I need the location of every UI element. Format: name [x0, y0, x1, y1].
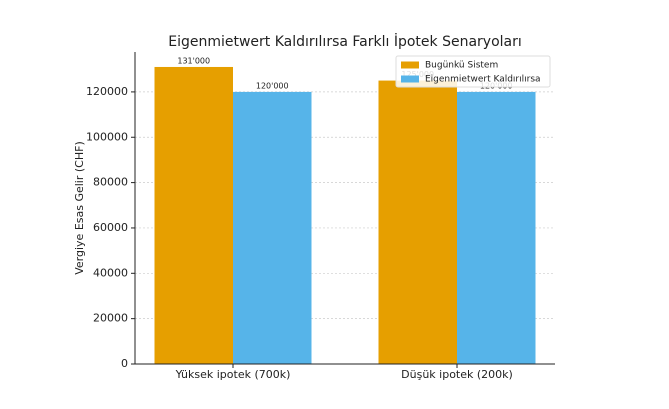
y-tick-label: 80000: [93, 176, 128, 189]
legend-label: Eigenmietwert Kaldırılırsa: [425, 75, 541, 85]
data-label: 131'000: [177, 56, 210, 65]
y-tick-label: 120000: [86, 85, 128, 98]
y-tick-label: 60000: [93, 221, 128, 234]
y-tick-label: 40000: [93, 266, 128, 279]
x-tick-label: Düşük ipotek (200k): [401, 368, 513, 381]
y-tick-label: 20000: [93, 312, 128, 325]
legend-swatch: [401, 75, 419, 83]
x-tick-label: Yüksek ipotek (700k): [175, 368, 291, 381]
y-axis-label: Vergiye Esas Gelir (CHF): [73, 141, 86, 275]
y-tick-label: 100000: [86, 130, 128, 143]
bar: [154, 66, 233, 364]
data-label: 120'000: [256, 81, 289, 90]
bar: [457, 91, 536, 364]
bar: [378, 80, 457, 365]
bar: [233, 91, 312, 364]
legend-swatch: [401, 61, 419, 69]
y-tick-label: 0: [121, 357, 128, 370]
chart-title: Eigenmietwert Kaldırılırsa Farklı İpotek…: [168, 32, 522, 50]
legend-box: [395, 55, 551, 88]
legend-label: Bugünkü Sistem: [425, 61, 498, 71]
